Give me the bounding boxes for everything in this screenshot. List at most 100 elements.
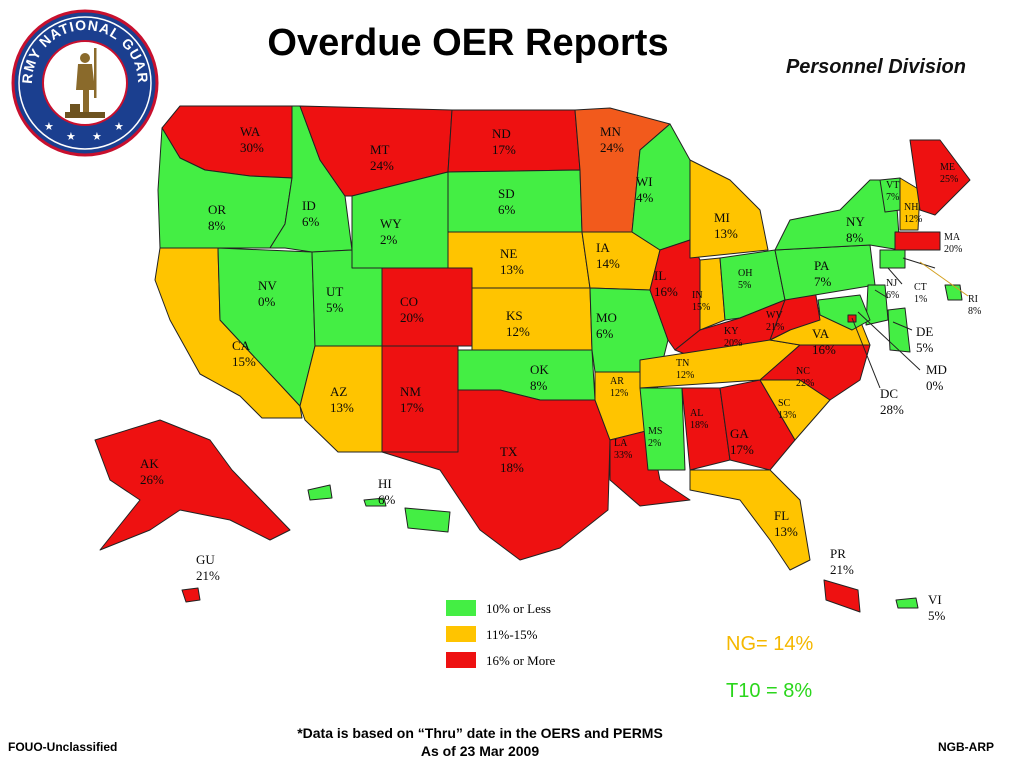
state-label-la: LA 33% — [614, 438, 632, 461]
svg-text:★: ★ — [92, 130, 102, 143]
state-abbr: PR — [830, 546, 846, 561]
state-label-tx: TX 18% — [500, 444, 524, 475]
ng-average: NG= 14% — [726, 633, 814, 655]
state-pct: 13% — [778, 410, 796, 421]
state-co — [381, 267, 473, 347]
state-de — [887, 307, 911, 353]
state-label-wi: WI 4% — [636, 174, 654, 205]
state-pct: 5% — [916, 340, 934, 355]
state-pct: 1% — [914, 294, 927, 305]
leader-line-md — [857, 311, 921, 371]
state-label-nj: NJ 6% — [886, 278, 899, 301]
state-abbr: VA — [812, 326, 830, 341]
state-label-ma: MA 20% — [944, 232, 962, 255]
state-abbr: RI — [968, 294, 978, 305]
state-label-md: MD 0% — [926, 362, 947, 393]
state-label-wv: WV 21% — [766, 310, 784, 333]
state-pct: 4% — [636, 190, 654, 205]
state-ks — [471, 287, 593, 351]
state-pct: 26% — [140, 472, 164, 487]
state-label-wy: WY 2% — [380, 216, 402, 247]
state-mi — [689, 159, 769, 259]
state-abbr: IN — [692, 290, 703, 301]
state-label-nm: NM 17% — [400, 384, 424, 415]
state-label-ak: AK 26% — [140, 456, 164, 487]
state-pct: 17% — [730, 442, 754, 457]
state-label-sd: SD 6% — [498, 186, 516, 217]
state-abbr: NY — [846, 214, 865, 229]
state-abbr: UT — [326, 284, 343, 299]
state-abbr: MD — [926, 362, 947, 377]
state-pct: 17% — [492, 142, 516, 157]
state-abbr: AK — [140, 456, 159, 471]
state-pct: 0% — [926, 378, 944, 393]
state-label-il: IL 16% — [654, 268, 678, 299]
legend-label: 10% or Less — [486, 601, 551, 616]
state-label-vt: VT 7% — [886, 180, 899, 203]
state-abbr: NC — [796, 366, 810, 377]
state-abbr: NV — [258, 278, 277, 293]
state-ga — [719, 379, 796, 471]
state-label-ar: AR 12% — [610, 376, 628, 399]
state-pct: 14% — [596, 256, 620, 271]
legend-swatch-high — [446, 652, 476, 668]
state-pct: 17% — [400, 400, 424, 415]
state-pct: 25% — [940, 174, 958, 185]
leader-line-dc — [851, 317, 881, 389]
state-label-or: OR 8% — [208, 202, 226, 233]
state-label-mi: MI 13% — [714, 210, 738, 241]
state-label-nc: NC 22% — [796, 366, 814, 389]
svg-text:★: ★ — [44, 120, 54, 133]
state-label-pa: PA 7% — [814, 258, 832, 289]
state-pct: 21% — [196, 568, 220, 583]
state-ny — [774, 179, 901, 251]
page-title: Overdue OER Reports — [267, 22, 669, 64]
state-label-ca: CA 15% — [232, 338, 256, 369]
svg-text:★: ★ — [66, 130, 76, 143]
state-abbr: ND — [492, 126, 511, 141]
classification-label: FOUO-Unclassified — [8, 740, 118, 754]
state-pct: 7% — [886, 192, 899, 203]
state-pct: 22% — [796, 378, 814, 389]
state-pct: 30% — [240, 140, 264, 155]
state-abbr: CO — [400, 294, 418, 309]
state-abbr: FL — [774, 508, 789, 523]
state-hi — [307, 484, 451, 533]
state-ak — [94, 419, 291, 551]
state-pct: 16% — [654, 284, 678, 299]
leader-line-ma — [902, 257, 936, 269]
state-abbr: MI — [714, 210, 730, 225]
state-az — [299, 345, 383, 453]
state-pct: 33% — [614, 450, 632, 461]
state-abbr: LA — [614, 438, 628, 449]
state-pct: 7% — [814, 274, 832, 289]
state-abbr: NM — [400, 384, 421, 399]
state-abbr: OR — [208, 202, 226, 217]
state-abbr: NJ — [886, 278, 897, 289]
state-label-nh: NH 12% — [904, 202, 922, 225]
state-label-tn: TN 12% — [676, 358, 694, 381]
state-abbr: GA — [730, 426, 749, 441]
state-pct: 13% — [500, 262, 524, 277]
state-pct: 20% — [724, 338, 742, 349]
state-label-ne: NE 13% — [500, 246, 524, 277]
state-abbr: VI — [928, 592, 942, 607]
state-abbr: OH — [738, 268, 752, 279]
state-abbr: CT — [914, 282, 927, 293]
state-label-hi: HI 6% — [378, 476, 396, 507]
state-abbr: GU — [196, 552, 215, 567]
state-pct: 6% — [302, 214, 320, 229]
data-footnote: *Data is based on “Thru” date in the OER… — [0, 724, 960, 760]
state-label-co: CO 20% — [400, 294, 424, 325]
state-abbr: AZ — [330, 384, 347, 399]
state-label-sc: SC 13% — [778, 398, 796, 421]
division-label: Personnel Division — [785, 56, 966, 78]
office-label: NGB-ARP — [938, 740, 994, 754]
state-pct: 2% — [648, 438, 661, 449]
state-abbr: MO — [596, 310, 617, 325]
state-nd — [447, 109, 581, 173]
state-abbr: MA — [944, 232, 961, 243]
state-label-mo: MO 6% — [596, 310, 617, 341]
state-pct: 6% — [498, 202, 516, 217]
state-label-gu: GU 21% — [196, 552, 220, 583]
